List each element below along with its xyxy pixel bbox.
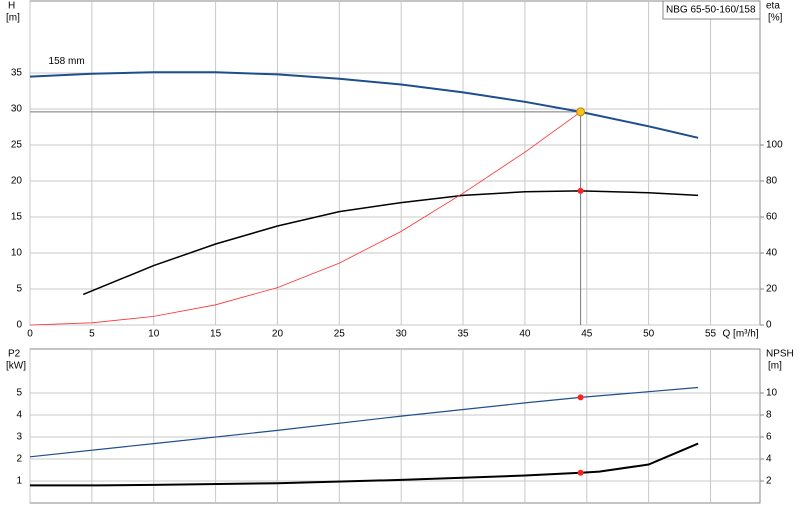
model-box — [662, 0, 761, 20]
y2-axis-label: NPSH — [766, 349, 794, 360]
x-axis-label: Q [m³/h] — [723, 329, 759, 340]
y2-tick-label: 80 — [766, 176, 778, 187]
y-tick-label: 35 — [11, 68, 23, 79]
y-tick-label: 20 — [11, 176, 23, 187]
x-tick-label: 35 — [457, 329, 469, 340]
curve-p2 — [29, 386, 699, 458]
y2-axis-unit: [m] — [768, 361, 782, 372]
y-axis-unit: [m] — [6, 13, 20, 24]
y-tick-label: 25 — [11, 140, 23, 151]
y2-tick-label: 6 — [766, 432, 772, 443]
y-tick-label: 2 — [16, 454, 22, 465]
annotation: 158 mm — [49, 56, 85, 67]
x-tick-label: 45 — [581, 329, 593, 340]
y2-tick-label: 0 — [766, 320, 772, 331]
marker — [577, 469, 584, 476]
curve-system — [29, 111, 581, 326]
x-tick-label: 0 — [27, 329, 33, 340]
curve-npsh — [30, 442, 699, 487]
y2-tick-label: 2 — [766, 476, 772, 487]
x-tick-label: 5 — [89, 329, 95, 340]
y-axis-unit: [kW] — [6, 361, 26, 372]
plot-frame — [29, 0, 761, 326]
y2-tick-label: 20 — [766, 284, 778, 295]
y-tick-label: 1 — [16, 476, 22, 487]
y-tick-label: 0 — [16, 320, 22, 331]
y-tick-label: 30 — [11, 104, 23, 115]
y-tick-label: 10 — [11, 248, 23, 259]
marker — [577, 394, 584, 401]
y-tick-label: 4 — [16, 410, 22, 421]
y2-tick-label: 60 — [766, 212, 778, 223]
x-tick-label: 20 — [272, 329, 284, 340]
x-tick-label: 55 — [705, 329, 717, 340]
curve-eta — [82, 190, 699, 296]
y2-tick-label: 4 — [766, 454, 772, 465]
y-tick-label: 5 — [16, 388, 22, 399]
model-label: NBG 65-50-160/158 — [666, 5, 756, 16]
y-tick-label: 15 — [11, 212, 23, 223]
y2-axis-unit: [%] — [768, 13, 783, 24]
y-tick-label: 3 — [16, 432, 22, 443]
y2-tick-label: 40 — [766, 248, 778, 259]
x-tick-label: 50 — [643, 329, 655, 340]
y-axis-label: H — [8, 1, 15, 12]
x-tick-label: 25 — [334, 329, 346, 340]
x-tick-label: 15 — [210, 329, 222, 340]
y2-tick-label: 10 — [766, 388, 778, 399]
x-tick-label: 30 — [396, 329, 408, 340]
y2-tick-label: 100 — [766, 140, 783, 151]
y2-axis-label: eta — [766, 1, 780, 12]
x-tick-label: 10 — [148, 329, 160, 340]
marker — [577, 187, 584, 194]
x-tick-label: 40 — [519, 329, 531, 340]
y-axis-label: P2 — [8, 349, 21, 360]
marker — [576, 107, 586, 117]
y-tick-label: 5 — [16, 284, 22, 295]
y2-tick-label: 8 — [766, 410, 772, 421]
curve-h — [29, 71, 699, 139]
